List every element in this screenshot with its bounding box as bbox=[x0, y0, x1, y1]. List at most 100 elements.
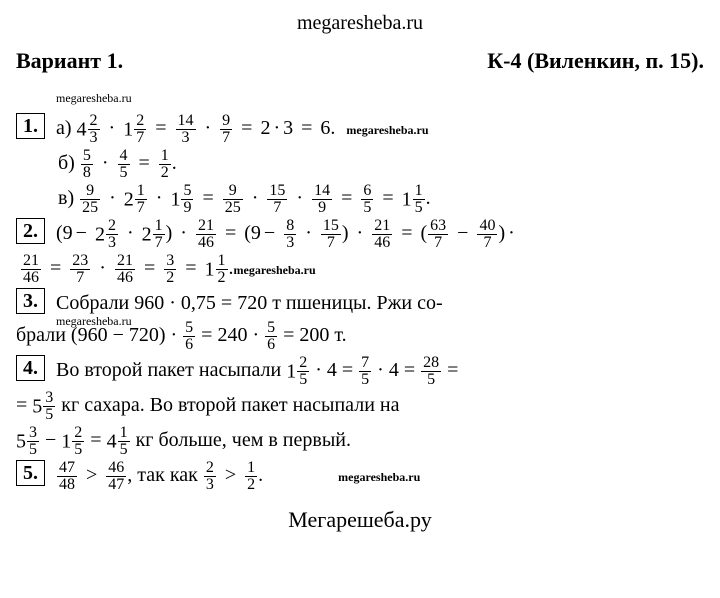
den: 5 bbox=[118, 165, 130, 181]
text: Во второй пакет насыпали bbox=[56, 359, 281, 381]
watermark-inline: megaresheba.ru bbox=[338, 470, 420, 484]
den: 5 bbox=[297, 372, 309, 388]
num: 1 bbox=[216, 253, 228, 270]
num: 14 bbox=[312, 183, 332, 200]
problem-5: 5. 4748 > 4647, так как 23 > 12. megares… bbox=[16, 460, 704, 493]
num: 15 bbox=[321, 218, 341, 235]
problem-1: 1. а) 423 · 127 = 143 · 97 = 2·3 = 6. me… bbox=[16, 113, 704, 216]
den: 25 bbox=[80, 200, 100, 216]
num: 1 bbox=[159, 148, 171, 165]
den: 6 bbox=[183, 337, 195, 353]
num: 8 bbox=[284, 218, 296, 235]
problem-4: 4. Во второй пакет насыпали 125 · 4 = 75… bbox=[16, 355, 704, 458]
den: 46 bbox=[196, 235, 216, 251]
den: 3 bbox=[284, 235, 296, 251]
whole: 1 bbox=[402, 189, 412, 211]
den: 5 bbox=[118, 442, 130, 458]
label: б) bbox=[58, 152, 75, 174]
num: 1 bbox=[118, 425, 130, 442]
den: 5 bbox=[27, 442, 39, 458]
den: 46 bbox=[115, 270, 135, 286]
den: 3 bbox=[106, 235, 118, 251]
header: Вариант 1. К-4 (Виленкин, п. 15). bbox=[16, 44, 704, 77]
val: 9 bbox=[63, 222, 73, 244]
num: 3 bbox=[27, 425, 39, 442]
problem-1b: б) 58 · 45 = 12. bbox=[58, 148, 704, 181]
num: 3 bbox=[43, 390, 55, 407]
problem-4-line2: = 535 кг сахара. Во второй пакет насыпал… bbox=[16, 390, 704, 423]
den: 6 bbox=[265, 337, 277, 353]
den: 7 bbox=[477, 235, 497, 251]
den: 7 bbox=[135, 200, 147, 216]
problem-number: 5. bbox=[16, 460, 45, 486]
num: 5 bbox=[81, 148, 93, 165]
header-source: К-4 (Виленкин, п. 15). bbox=[487, 44, 704, 77]
den: 2 bbox=[164, 270, 176, 286]
problem-2: 2. (9− 223 · 217) · 2146 = (9− 83 · 157)… bbox=[16, 218, 704, 286]
num: 2 bbox=[204, 460, 216, 477]
watermark-inline: megaresheba.ru bbox=[56, 312, 132, 330]
num: 63 bbox=[428, 218, 448, 235]
val: 9 bbox=[251, 222, 261, 244]
num: 2 bbox=[72, 425, 84, 442]
header-variant: Вариант 1. bbox=[16, 44, 123, 77]
num: 21 bbox=[372, 218, 392, 235]
whole: 1 bbox=[123, 119, 133, 141]
den: 3 bbox=[204, 477, 216, 493]
val: 2 bbox=[260, 117, 270, 139]
den: 9 bbox=[312, 200, 332, 216]
den: 7 bbox=[153, 235, 165, 251]
result: 6 bbox=[320, 117, 330, 139]
problem-number: 2. bbox=[16, 218, 45, 244]
num: 21 bbox=[21, 253, 41, 270]
whole: 2 bbox=[95, 224, 105, 246]
whole: 1 bbox=[205, 259, 215, 281]
den: 7 bbox=[267, 200, 287, 216]
problem-4-line3: 535 − 125 = 415 кг больше, чем в первый. bbox=[16, 425, 704, 458]
den: 5 bbox=[43, 407, 55, 423]
whole: 2 bbox=[142, 224, 152, 246]
watermark-inline: megaresheba.ru bbox=[56, 91, 132, 105]
den: 46 bbox=[21, 270, 41, 286]
den: 7 bbox=[428, 235, 448, 251]
den: 7 bbox=[134, 130, 146, 146]
den: 47 bbox=[106, 477, 126, 493]
text: = 200 т. bbox=[283, 324, 347, 346]
num: 9 bbox=[223, 183, 243, 200]
problem-1c: в) 925 · 217 · 159 = 925 · 157 · 149 = 6… bbox=[58, 183, 704, 216]
whole: 5 bbox=[16, 431, 26, 453]
den: 2 bbox=[216, 270, 228, 286]
den: 7 bbox=[70, 270, 90, 286]
num: 3 bbox=[164, 253, 176, 270]
num: 5 bbox=[181, 183, 193, 200]
op: > bbox=[83, 464, 100, 486]
num: 2 bbox=[134, 113, 146, 130]
problem-number: 3. bbox=[16, 288, 45, 314]
problem-2-line1: 2. (9− 223 · 217) · 2146 = (9− 83 · 157)… bbox=[16, 218, 704, 251]
num: 6 bbox=[361, 183, 373, 200]
num: 1 bbox=[245, 460, 257, 477]
num: 9 bbox=[80, 183, 100, 200]
den: 7 bbox=[220, 130, 232, 146]
num: 47 bbox=[57, 460, 77, 477]
num: 7 bbox=[359, 355, 371, 372]
num: 1 bbox=[153, 218, 165, 235]
num: 40 bbox=[477, 218, 497, 235]
text: = bbox=[16, 394, 27, 416]
whole: 1 bbox=[61, 431, 71, 453]
num: 9 bbox=[220, 113, 232, 130]
num: 21 bbox=[115, 253, 135, 270]
den: 5 bbox=[413, 200, 425, 216]
den: 48 bbox=[57, 477, 77, 493]
problem-number: 4. bbox=[16, 355, 45, 381]
text: Собрали 960 · 0,75 = 720 т пшеницы. Ржи … bbox=[56, 292, 443, 314]
num: 46 bbox=[106, 460, 126, 477]
num: 23 bbox=[70, 253, 90, 270]
den: 5 bbox=[72, 442, 84, 458]
watermark-bottom: Мегарешеба.ру bbox=[16, 503, 704, 536]
problem-3-line2: megaresheba.ru брали (960 − 720) · 56 = … bbox=[16, 320, 704, 353]
text: · 4 = bbox=[377, 359, 415, 381]
text: . bbox=[258, 464, 263, 486]
num: 21 bbox=[196, 218, 216, 235]
whole: 2 bbox=[124, 189, 134, 211]
